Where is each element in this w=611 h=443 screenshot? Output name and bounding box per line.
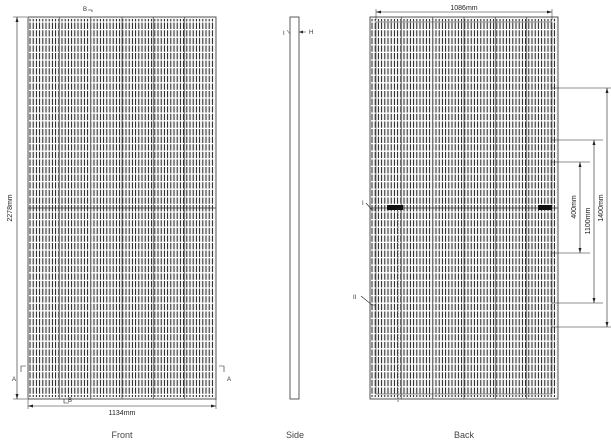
back-width-dimension: 1086mm	[375, 5, 553, 20]
front-height-label: 2278mm	[7, 194, 14, 221]
front-width-label: 1134mm	[109, 410, 136, 417]
mark-a-right: A	[227, 377, 231, 383]
front-width-dimension: 1134mm	[27, 399, 217, 417]
mark-ii-back: II	[353, 295, 357, 301]
side-view: H I	[283, 16, 313, 400]
back-view	[369, 16, 559, 402]
front-section-marks: B B A A	[12, 7, 231, 404]
junction-box-right	[538, 205, 552, 210]
front-view	[27, 16, 217, 400]
mark-a-left: A	[12, 377, 16, 383]
mark-h: H	[309, 30, 313, 36]
mark-b-top: B	[83, 7, 87, 13]
mount-400-label: 400mm	[571, 195, 578, 219]
front-height-dimension: 2278mm	[7, 16, 27, 400]
back-caption: Back	[454, 430, 475, 440]
mount-1100-label: 1100mm	[585, 207, 592, 234]
back-section-marks: I II	[353, 201, 376, 306]
mark-b-bottom: B	[68, 398, 72, 404]
back-width-label: 1086mm	[450, 5, 477, 12]
junction-box-left	[387, 205, 403, 210]
mount-1400-label: 1400mm	[598, 194, 605, 221]
side-frame	[289, 16, 300, 400]
front-caption: Front	[111, 430, 133, 440]
mounting-dimensions: 400mm 1100mm 1400mm	[552, 87, 611, 328]
side-caption: Side	[286, 430, 304, 440]
mark-i-side: I	[283, 31, 285, 37]
mark-i-back: I	[362, 201, 364, 207]
